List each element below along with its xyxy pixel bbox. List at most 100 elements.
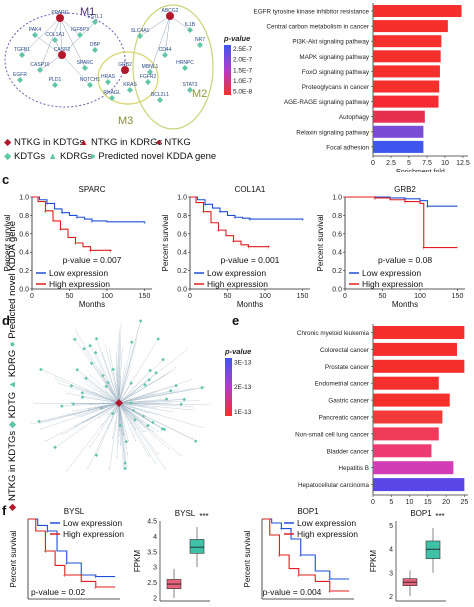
- network-node-label: ·: [109, 467, 110, 471]
- censor-mark: +: [202, 210, 206, 216]
- triangle-icon: ▲: [48, 151, 57, 162]
- legend-tick: 3E-13: [234, 360, 252, 367]
- legend-label: High expression: [297, 529, 358, 539]
- network-node-label: ·: [102, 350, 103, 354]
- axis-title: Months: [392, 300, 418, 309]
- tick-label: 0.6: [19, 231, 29, 238]
- circle-icon: ●: [7, 341, 18, 347]
- network-node-label: ·: [126, 465, 127, 469]
- plot-title: GRB2: [394, 185, 416, 194]
- tick-label: 0.4: [177, 250, 187, 257]
- triangle-icon: ▲: [79, 137, 88, 148]
- legend-d-item: Predicted novel KDDA gene: [7, 221, 18, 339]
- network-node-label: NOTCH1: [80, 77, 101, 83]
- tick-label: 0.4: [332, 250, 342, 257]
- tick-label: 0: [371, 160, 375, 167]
- bar: [373, 326, 464, 339]
- network-node-label: ·: [75, 328, 76, 332]
- tick-label: 0: [188, 293, 192, 300]
- tick-label: 0.4: [19, 250, 29, 257]
- tick-label: 3.5: [147, 549, 157, 556]
- network-edge: [90, 346, 119, 403]
- network-node-label: ·: [158, 412, 159, 416]
- network-node-label: ·: [40, 426, 41, 430]
- category-label: Gastric cancer: [328, 398, 369, 405]
- network-node-label: RHAGL: [103, 90, 120, 96]
- survival-curve: [190, 197, 303, 219]
- censor-mark: +: [94, 575, 98, 581]
- diamond-icon: ◆: [4, 137, 11, 148]
- legend-gradient: [225, 358, 232, 416]
- censor-mark: +: [248, 218, 252, 224]
- tick-label: 5: [389, 523, 393, 530]
- network-node-label: PPARG: [51, 10, 68, 16]
- tick-label: 150: [297, 293, 309, 300]
- tick-label: 150: [452, 293, 464, 300]
- network-node-label: ·: [175, 366, 176, 370]
- network-node-label: ·: [135, 427, 136, 431]
- censor-mark: +: [301, 218, 305, 224]
- diamond-icon: ◆: [4, 151, 11, 162]
- censor-mark: +: [143, 220, 147, 226]
- network-node-label: ·: [122, 346, 123, 350]
- bar: [373, 5, 462, 17]
- network-node-label: ·: [82, 420, 83, 424]
- legend-tick: 1E-13: [234, 409, 252, 416]
- p-value: p-value = 0.007: [63, 255, 122, 265]
- axis-title: Percent survival: [161, 214, 170, 271]
- bar: [373, 81, 439, 93]
- box: [190, 539, 204, 553]
- network-node-label: ·: [210, 402, 211, 406]
- legend-a-item: KDRGs: [60, 151, 92, 162]
- network-node-label: ·: [168, 446, 169, 450]
- tick-label: 0.0: [177, 287, 187, 294]
- legend-a-item: KDTGs: [14, 151, 45, 162]
- legend-title: p-value: [224, 347, 251, 356]
- network-node-label: ·: [72, 408, 73, 412]
- censor-mark: +: [90, 219, 94, 225]
- module-label-m1: M1: [80, 6, 95, 18]
- legend-a-item: Predicted novel KDDA gene: [98, 151, 216, 162]
- network-node-label: ·: [87, 466, 88, 470]
- axis-title: FPKM: [133, 550, 142, 573]
- legend-label: High expression: [63, 529, 124, 539]
- plot-title: BYSL: [175, 509, 196, 518]
- network-edge: [119, 403, 211, 405]
- censor-mark: +: [233, 216, 237, 222]
- tick-label: 50: [379, 293, 387, 300]
- category-label: Central carbon metabolism in cancer: [266, 24, 369, 31]
- category-label: EGFR tyrosine kinase inhibitor resistanc…: [254, 9, 370, 16]
- network-edge: [119, 321, 141, 403]
- tick-label: 2: [389, 594, 393, 601]
- network-node-label: ·: [203, 425, 204, 429]
- tick-label: 1.0: [332, 195, 342, 202]
- bar: [373, 478, 464, 491]
- tick-label: 100: [414, 293, 426, 300]
- network-node-label: ·: [131, 380, 132, 384]
- network-node-label: ·: [120, 443, 121, 447]
- legend-label: Low expression: [49, 268, 108, 278]
- censor-mark: +: [44, 550, 48, 556]
- legend-a-item: NTKG: [164, 137, 190, 148]
- legend-d-item: NTKG in KDTGs: [7, 431, 18, 501]
- p-value: p-value = 0.004: [263, 587, 322, 597]
- survival-curve: [190, 197, 269, 247]
- network-edge: [84, 379, 119, 403]
- network-node-label: ·: [121, 321, 122, 325]
- legend-label: High expression: [207, 279, 268, 289]
- network-node-label: ·: [116, 410, 117, 414]
- chart-b: EGFR tyrosine kinase inhibitor resistanc…: [218, 0, 474, 172]
- network-node-label: ·: [123, 464, 124, 468]
- network-node-label: ·: [117, 342, 118, 346]
- survival-curve: [262, 519, 349, 579]
- censor-mark: +: [426, 205, 430, 211]
- network-node-label: MBNL1: [142, 64, 159, 70]
- network-edge: [90, 403, 119, 447]
- axis-title: Percent survival: [316, 214, 325, 271]
- legend-d-item: KDRG: [7, 350, 18, 377]
- network-node-label: ·: [149, 428, 150, 432]
- axis-title: Months: [79, 300, 105, 309]
- network-node-label: ·: [204, 384, 205, 388]
- box: [426, 541, 440, 559]
- network-node-label: CD44: [159, 47, 172, 53]
